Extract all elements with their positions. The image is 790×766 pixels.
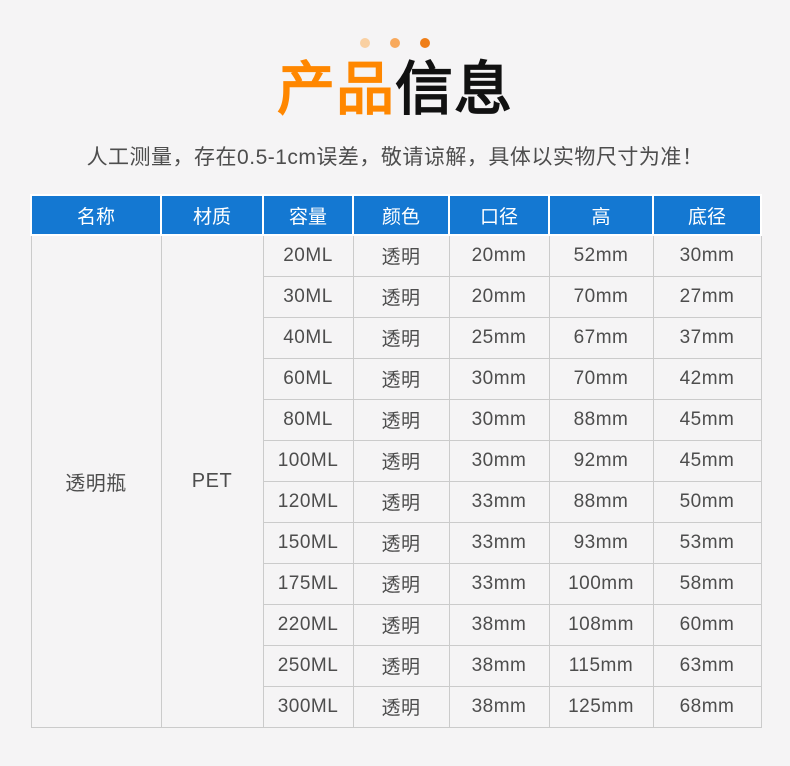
cell-height: 88mm — [548, 398, 654, 441]
cell-color: 透明 — [352, 357, 450, 400]
table-row: 80ML 透明 30mm 88mm 45mm — [31, 398, 762, 441]
cell-bottom-diameter: 45mm — [652, 439, 762, 482]
cell-caliber: 38mm — [448, 685, 550, 728]
cell-color: 透明 — [352, 644, 450, 687]
column-header-caliber: 口径 — [448, 194, 550, 236]
column-header-name: 名称 — [30, 194, 162, 236]
column-header-material: 材质 — [160, 194, 264, 236]
cell-color: 透明 — [352, 398, 450, 441]
cell-capacity: 40ML — [262, 316, 354, 359]
cell-caliber: 38mm — [448, 603, 550, 646]
table-row: 40ML 透明 25mm 67mm 37mm — [31, 316, 762, 359]
table-row: 175ML 透明 33mm 100mm 58mm — [31, 562, 762, 605]
cell-caliber: 33mm — [448, 480, 550, 523]
cell-capacity: 20ML — [262, 234, 354, 277]
cell-bottom-diameter: 37mm — [652, 316, 762, 359]
cell-capacity: 30ML — [262, 275, 354, 318]
cell-capacity: 300ML — [262, 685, 354, 728]
cell-bottom-diameter: 27mm — [652, 275, 762, 318]
cell-caliber: 30mm — [448, 439, 550, 482]
column-header-capacity: 容量 — [262, 194, 354, 236]
table-row: 220ML 透明 38mm 108mm 60mm — [31, 603, 762, 646]
cell-bottom-diameter: 30mm — [652, 234, 762, 277]
page-title: 产品信息 — [0, 58, 790, 122]
page-title-accent: 产品 — [276, 57, 395, 122]
table-row: 30ML 透明 20mm 70mm 27mm — [31, 275, 762, 318]
decorative-dots — [0, 38, 790, 48]
cell-caliber: 25mm — [448, 316, 550, 359]
cell-color: 透明 — [352, 316, 450, 359]
cell-color: 透明 — [352, 234, 450, 277]
cell-color: 透明 — [352, 480, 450, 523]
cell-bottom-diameter: 58mm — [652, 562, 762, 605]
column-header-color: 颜色 — [352, 194, 450, 236]
cell-capacity: 60ML — [262, 357, 354, 400]
cell-capacity: 175ML — [262, 562, 354, 605]
cell-color: 透明 — [352, 603, 450, 646]
cell-height: 88mm — [548, 480, 654, 523]
table-row: 300ML 透明 38mm 125mm 68mm — [31, 685, 762, 728]
cell-height: 100mm — [548, 562, 654, 605]
cell-height: 70mm — [548, 357, 654, 400]
cell-caliber: 38mm — [448, 644, 550, 687]
cell-caliber: 20mm — [448, 234, 550, 277]
cell-height: 93mm — [548, 521, 654, 564]
cell-material: PET — [160, 234, 264, 728]
cell-caliber: 30mm — [448, 398, 550, 441]
cell-capacity: 220ML — [262, 603, 354, 646]
cell-caliber: 20mm — [448, 275, 550, 318]
cell-bottom-diameter: 63mm — [652, 644, 762, 687]
cell-height: 125mm — [548, 685, 654, 728]
table-row: 120ML 透明 33mm 88mm 50mm — [31, 480, 762, 523]
cell-height: 67mm — [548, 316, 654, 359]
cell-height: 52mm — [548, 234, 654, 277]
table-row: 60ML 透明 30mm 70mm 42mm — [31, 357, 762, 400]
cell-color: 透明 — [352, 521, 450, 564]
page-title-rest: 信息 — [395, 57, 514, 122]
table-row: 250ML 透明 38mm 115mm 63mm — [31, 644, 762, 687]
cell-height: 115mm — [548, 644, 654, 687]
measurement-note: 人工测量，存在0.5-1cm误差，敬请谅解，具体以实物尺寸为准！ — [86, 146, 704, 169]
dot-icon — [360, 38, 370, 48]
cell-color: 透明 — [352, 439, 450, 482]
table-row: 100ML 透明 30mm 92mm 45mm — [31, 439, 762, 482]
cell-bottom-diameter: 42mm — [652, 357, 762, 400]
cell-caliber: 30mm — [448, 357, 550, 400]
cell-caliber: 33mm — [448, 562, 550, 605]
cell-capacity: 150ML — [262, 521, 354, 564]
cell-height: 70mm — [548, 275, 654, 318]
column-header-height: 高 — [548, 194, 654, 236]
cell-capacity: 80ML — [262, 398, 354, 441]
cell-capacity: 250ML — [262, 644, 354, 687]
cell-bottom-diameter: 60mm — [652, 603, 762, 646]
dot-icon — [420, 38, 430, 48]
cell-height: 108mm — [548, 603, 654, 646]
cell-bottom-diameter: 68mm — [652, 685, 762, 728]
cell-color: 透明 — [352, 562, 450, 605]
cell-product-name: 透明瓶 — [30, 234, 162, 728]
table-row: 透明瓶 PET 20ML 透明 20mm 52mm 30mm — [30, 234, 762, 728]
cell-caliber: 33mm — [448, 521, 550, 564]
cell-bottom-diameter: 45mm — [652, 398, 762, 441]
cell-bottom-diameter: 53mm — [652, 521, 762, 564]
cell-color: 透明 — [352, 685, 450, 728]
product-spec-table: 名称 材质 容量 颜色 口径 高 底径 透明瓶 PET 20ML 透明 20mm… — [30, 194, 762, 728]
cell-capacity: 100ML — [262, 439, 354, 482]
cell-height: 92mm — [548, 439, 654, 482]
dot-icon — [390, 38, 400, 48]
column-header-bottom-diameter: 底径 — [652, 194, 762, 236]
cell-capacity: 120ML — [262, 480, 354, 523]
cell-color: 透明 — [352, 275, 450, 318]
cell-bottom-diameter: 50mm — [652, 480, 762, 523]
table-header-row: 名称 材质 容量 颜色 口径 高 底径 — [30, 194, 762, 236]
